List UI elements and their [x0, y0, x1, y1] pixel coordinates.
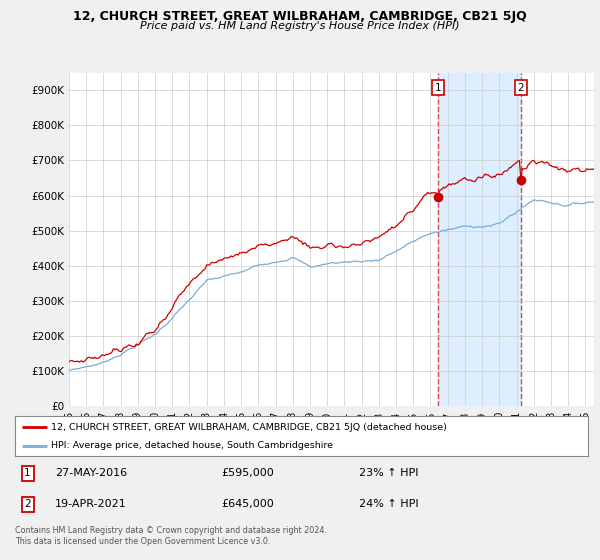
Text: £645,000: £645,000: [221, 500, 274, 509]
Text: 12, CHURCH STREET, GREAT WILBRAHAM, CAMBRIDGE, CB21 5JQ (detached house): 12, CHURCH STREET, GREAT WILBRAHAM, CAMB…: [50, 423, 446, 432]
Text: £595,000: £595,000: [221, 468, 274, 478]
Text: 2: 2: [24, 500, 31, 509]
Text: 12, CHURCH STREET, GREAT WILBRAHAM, CAMBRIDGE, CB21 5JQ: 12, CHURCH STREET, GREAT WILBRAHAM, CAMB…: [73, 10, 527, 22]
Text: 2: 2: [518, 83, 524, 93]
Text: 27-MAY-2016: 27-MAY-2016: [55, 468, 127, 478]
Bar: [437, 73, 521, 406]
Text: 23% ↑ HPI: 23% ↑ HPI: [359, 468, 418, 478]
Text: HPI: Average price, detached house, South Cambridgeshire: HPI: Average price, detached house, Sout…: [50, 441, 332, 450]
Text: 1: 1: [434, 83, 441, 93]
Text: Contains HM Land Registry data © Crown copyright and database right 2024.
This d: Contains HM Land Registry data © Crown c…: [15, 526, 327, 546]
Text: 24% ↑ HPI: 24% ↑ HPI: [359, 500, 418, 509]
Text: 19-APR-2021: 19-APR-2021: [55, 500, 127, 509]
Text: 1: 1: [24, 468, 31, 478]
Text: Price paid vs. HM Land Registry's House Price Index (HPI): Price paid vs. HM Land Registry's House …: [140, 21, 460, 31]
